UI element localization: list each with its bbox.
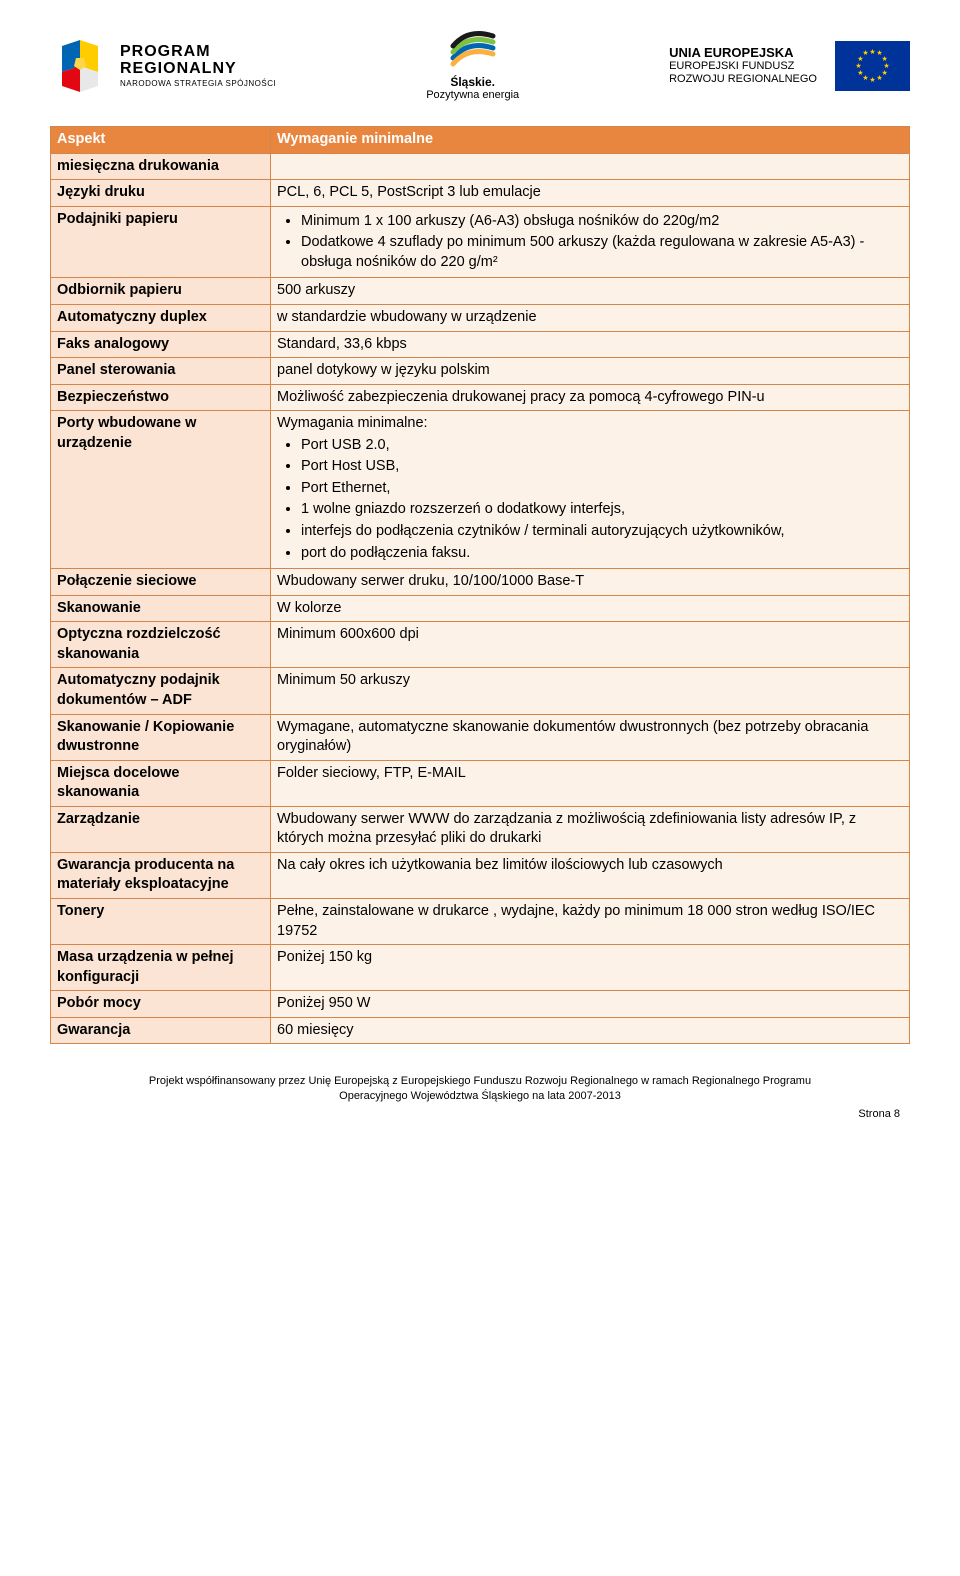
row-value: Poniżej 150 kg (271, 945, 910, 991)
table-row: Podajniki papieru Minimum 1 x 100 arkusz… (51, 206, 910, 278)
row-value: w standardzie wbudowany w urządzenie (271, 304, 910, 331)
porty-intro: Wymagania minimalne: (277, 414, 903, 434)
row-value: Możliwość zabezpieczenia drukowanej prac… (271, 384, 910, 411)
table-header-row: Aspekt Wymaganie minimalne (51, 127, 910, 154)
footer-line2: Operacyjnego Województwa Śląskiego na la… (50, 1089, 910, 1103)
bullet-item: Port Host USB, (301, 457, 903, 477)
row-label: Języki druku (51, 180, 271, 207)
logo-eu-block: UNIA EUROPEJSKA EUROPEJSKI FUNDUSZ ROZWO… (669, 41, 910, 91)
table-row: Gwarancja producenta na materiały eksplo… (51, 852, 910, 898)
row-label: Automatyczny duplex (51, 304, 271, 331)
row-value: Na cały okres ich użytkowania bez limitó… (271, 852, 910, 898)
row-value: Standard, 33,6 kbps (271, 331, 910, 358)
table-row: Faks analogowy Standard, 33,6 kbps (51, 331, 910, 358)
row-label: Panel sterowania (51, 358, 271, 385)
slaskie-line1: Śląskie. (426, 75, 519, 89)
row-value: Minimum 50 arkuszy (271, 668, 910, 714)
row-value: W kolorze (271, 595, 910, 622)
table-row: Odbiornik papieru 500 arkuszy (51, 278, 910, 305)
table-row: Masa urządzenia w pełnej konfiguracji Po… (51, 945, 910, 991)
program-line3: NARODOWA STRATEGIA SPÓJNOŚCI (120, 80, 276, 89)
row-label: Skanowanie (51, 595, 271, 622)
row-label: Gwarancja producenta na materiały eksplo… (51, 852, 271, 898)
row-value: Wbudowany serwer druku, 10/100/1000 Base… (271, 569, 910, 596)
table-row: Panel sterowania panel dotykowy w języku… (51, 358, 910, 385)
bullet-item: interfejs do podłączenia czytników / ter… (301, 522, 903, 542)
row-value: panel dotykowy w języku polskim (271, 358, 910, 385)
row-label: Tonery (51, 899, 271, 945)
row-label: Zarządzanie (51, 806, 271, 852)
row-value: Wymagania minimalne: Port USB 2.0, Port … (271, 411, 910, 569)
row-value: Minimum 600x600 dpi (271, 622, 910, 668)
row-label: Odbiornik papieru (51, 278, 271, 305)
footer: Projekt współfinansowany przez Unię Euro… (50, 1074, 910, 1121)
eu-line1: UNIA EUROPEJSKA (669, 45, 817, 61)
table-row: Zarządzanie Wbudowany serwer WWW do zarz… (51, 806, 910, 852)
logo-program-block: PROGRAM REGIONALNY NARODOWA STRATEGIA SP… (50, 36, 276, 96)
program-line2: REGIONALNY (120, 60, 276, 78)
bullet-item: Port USB 2.0, (301, 436, 903, 456)
table-row: Języki druku PCL, 6, PCL 5, PostScript 3… (51, 180, 910, 207)
table-row: miesięczna drukowania (51, 153, 910, 180)
row-label: Optyczna rozdzielczość skanowania (51, 622, 271, 668)
table-row: Połączenie sieciowe Wbudowany serwer dru… (51, 569, 910, 596)
bullet-item: Minimum 1 x 100 arkuszy (A6-A3) obsługa … (301, 212, 903, 232)
row-label: Automatyczny podajnik dokumentów – ADF (51, 668, 271, 714)
bullet-item: port do podłączenia faksu. (301, 544, 903, 564)
program-line1: PROGRAM (120, 43, 276, 61)
eu-line2: EUROPEJSKI FUNDUSZ (669, 60, 817, 73)
row-value: PCL, 6, PCL 5, PostScript 3 lub emulacje (271, 180, 910, 207)
eu-logo-text: UNIA EUROPEJSKA EUROPEJSKI FUNDUSZ ROZWO… (669, 45, 817, 87)
row-label: Pobór mocy (51, 991, 271, 1018)
bullet-item: Port Ethernet, (301, 479, 903, 499)
slaskie-logo-icon (448, 30, 498, 70)
footer-line1: Projekt współfinansowany przez Unię Euro… (50, 1074, 910, 1088)
header-logos: PROGRAM REGIONALNY NARODOWA STRATEGIA SP… (50, 30, 910, 101)
row-label: Bezpieczeństwo (51, 384, 271, 411)
table-row: Automatyczny duplex w standardzie wbudow… (51, 304, 910, 331)
row-label: Podajniki papieru (51, 206, 271, 278)
row-value (271, 153, 910, 180)
row-label: Skanowanie / Kopiowanie dwustronne (51, 714, 271, 760)
row-label: Faks analogowy (51, 331, 271, 358)
table-row: Miejsca docelowe skanowania Folder sieci… (51, 760, 910, 806)
row-value: 60 miesięcy (271, 1017, 910, 1044)
eu-flag-icon: ★★★★★★★★★★★★ (835, 41, 910, 91)
program-logo-icon (50, 36, 110, 96)
table-row: Bezpieczeństwo Możliwość zabezpieczenia … (51, 384, 910, 411)
table-row: Optyczna rozdzielczość skanowania Minimu… (51, 622, 910, 668)
bullet-item: 1 wolne gniazdo rozszerzeń o dodatkowy i… (301, 500, 903, 520)
row-label: Miejsca docelowe skanowania (51, 760, 271, 806)
spec-table: Aspekt Wymaganie minimalne miesięczna dr… (50, 126, 910, 1044)
page-number: Strona 8 (50, 1107, 910, 1121)
row-label: Gwarancja (51, 1017, 271, 1044)
header-col1: Aspekt (51, 127, 271, 154)
table-row: Pobór mocy Poniżej 950 W (51, 991, 910, 1018)
row-value: Minimum 1 x 100 arkuszy (A6-A3) obsługa … (271, 206, 910, 278)
table-row: Porty wbudowane w urządzenie Wymagania m… (51, 411, 910, 569)
slaskie-line2: Pozytywna energia (426, 89, 519, 101)
table-row: Gwarancja 60 miesięcy (51, 1017, 910, 1044)
row-value: Pełne, zainstalowane w drukarce , wydajn… (271, 899, 910, 945)
table-row: Automatyczny podajnik dokumentów – ADF M… (51, 668, 910, 714)
row-value: Wymagane, automatyczne skanowanie dokume… (271, 714, 910, 760)
table-row: Skanowanie / Kopiowanie dwustronne Wymag… (51, 714, 910, 760)
row-value: Folder sieciowy, FTP, E-MAIL (271, 760, 910, 806)
eu-line3: ROZWOJU REGIONALNEGO (669, 73, 817, 86)
bullet-item: Dodatkowe 4 szuflady po minimum 500 arku… (301, 233, 903, 272)
row-label: Porty wbudowane w urządzenie (51, 411, 271, 569)
row-label: Połączenie sieciowe (51, 569, 271, 596)
header-col2: Wymaganie minimalne (271, 127, 910, 154)
row-value: 500 arkuszy (271, 278, 910, 305)
program-logo-text: PROGRAM REGIONALNY NARODOWA STRATEGIA SP… (120, 43, 276, 89)
row-value: Wbudowany serwer WWW do zarządzania z mo… (271, 806, 910, 852)
table-row: Skanowanie W kolorze (51, 595, 910, 622)
row-label: Masa urządzenia w pełnej konfiguracji (51, 945, 271, 991)
row-label: miesięczna drukowania (51, 153, 271, 180)
row-value: Poniżej 950 W (271, 991, 910, 1018)
logo-slaskie-block: Śląskie. Pozytywna energia (426, 30, 519, 101)
table-row: Tonery Pełne, zainstalowane w drukarce ,… (51, 899, 910, 945)
